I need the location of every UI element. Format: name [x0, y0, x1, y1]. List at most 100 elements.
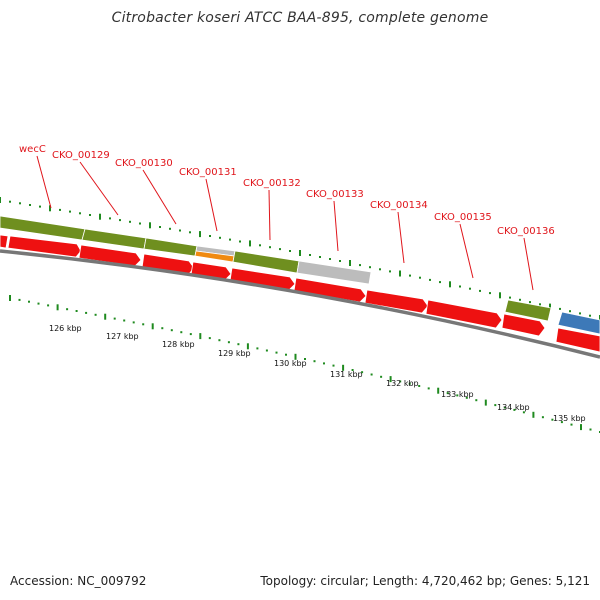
outer-tick — [489, 292, 491, 295]
page-title: Citrobacter koseri ATCC BAA-895, complet… — [111, 10, 489, 26]
outer-tick — [269, 246, 271, 249]
outer-tick — [439, 281, 441, 284]
feature-cds-reverse-7[interactable] — [293, 277, 367, 303]
feature-cds-reverse-8[interactable] — [364, 289, 429, 314]
outer-tick — [359, 264, 361, 267]
inner-tick — [85, 311, 88, 314]
feature-cds-forward-5[interactable] — [504, 299, 552, 322]
feature-cds-forward-2[interactable] — [81, 228, 147, 250]
outer-tick — [579, 312, 581, 315]
feature-cds-reverse-6[interactable] — [229, 267, 296, 291]
kbp-label: 127 kbp — [106, 332, 139, 341]
feature-cds-reverse-3[interactable] — [78, 244, 142, 267]
leader-line-CKO_00134 — [397, 211, 405, 264]
kbp-label: 134 kbp — [497, 403, 530, 412]
inner-tick — [123, 319, 126, 322]
outer-tick — [429, 278, 431, 281]
inner-tick — [294, 353, 297, 360]
feature-blue-1[interactable] — [557, 311, 600, 335]
inner-tick — [132, 321, 135, 324]
outer-tick — [29, 204, 31, 206]
outer-tick — [309, 254, 311, 256]
gene-label-CKO_00129[interactable]: CKO_00129 — [52, 150, 110, 161]
inner-tick — [189, 333, 192, 336]
leader-line-CKO_00135 — [459, 223, 474, 279]
inner-tick — [275, 351, 278, 354]
inner-tick — [351, 369, 354, 371]
feature-cds-reverse-9[interactable] — [425, 299, 503, 329]
gene-label-CKO_00134[interactable]: CKO_00134 — [370, 200, 428, 211]
outer-tick — [99, 213, 101, 220]
inner-tick — [94, 313, 97, 316]
inner-tick — [513, 408, 516, 411]
outer-tick — [119, 219, 121, 222]
leader-line-CKO_00129 — [79, 161, 119, 216]
inner-tick — [570, 423, 573, 426]
inner-tick — [418, 385, 421, 387]
outer-tick — [339, 260, 341, 262]
genome-backbone — [0, 249, 600, 359]
outer-tick — [199, 231, 201, 238]
inner-tick — [503, 406, 506, 409]
feature-cds-reverse-11[interactable] — [555, 327, 600, 353]
outer-tick — [459, 285, 461, 288]
gene-label-wecC[interactable]: wecC — [19, 144, 46, 155]
inner-tick — [265, 349, 268, 352]
gene-label-CKO_00133[interactable]: CKO_00133 — [306, 189, 364, 200]
outer-tick — [469, 287, 471, 290]
feature-gray-2[interactable] — [296, 260, 372, 285]
inner-tick — [541, 416, 544, 419]
gene-label-layer: wecC CKO_00129 CKO_00130 CKO_00131 CKO_00132… — [19, 144, 555, 237]
gene-label-CKO_00132[interactable]: CKO_00132 — [243, 178, 301, 189]
outer-tick — [219, 236, 221, 239]
outer-tick — [449, 281, 451, 288]
inner-tick — [380, 375, 383, 378]
feature-cds-reverse-10[interactable] — [501, 313, 546, 337]
outer-tick — [249, 240, 251, 247]
inner-tick — [580, 424, 582, 431]
outer-tick — [409, 274, 411, 277]
inner-tick — [370, 373, 373, 376]
gene-label-CKO_00130[interactable]: CKO_00130 — [115, 158, 173, 169]
inner-tick — [342, 364, 345, 371]
outer-tick — [49, 205, 51, 212]
feature-cds-reverse-2[interactable] — [7, 235, 82, 258]
kbp-label: 128 kbp — [162, 340, 195, 349]
outer-tick — [129, 220, 131, 223]
outer-tick — [299, 250, 301, 256]
inner-tick — [456, 394, 459, 397]
inner-tick — [170, 329, 173, 332]
kbp-label: 131 kbp — [330, 370, 363, 379]
feature-cds-forward-3[interactable] — [143, 237, 198, 257]
outer-tick — [239, 240, 241, 243]
inner-tick — [18, 298, 21, 301]
inner-tick — [522, 411, 525, 414]
kbp-label: 135 kbp — [553, 414, 586, 423]
feature-cds-reverse-1[interactable] — [0, 234, 9, 249]
outer-tick — [329, 258, 331, 260]
inner-tick — [208, 337, 211, 340]
outer-tick — [139, 222, 141, 225]
leader-line-CKO_00133 — [333, 200, 339, 252]
inner-tick — [37, 302, 40, 305]
gene-label-CKO_00136[interactable]: CKO_00136 — [497, 226, 555, 237]
inner-tick — [161, 327, 164, 330]
inner-tick — [589, 428, 592, 431]
gene-label-CKO_00131[interactable]: CKO_00131 — [179, 167, 237, 178]
outer-tick — [9, 200, 11, 203]
inner-tick — [180, 331, 183, 334]
outer-tick — [399, 270, 401, 277]
inner-tick — [323, 362, 325, 365]
inner-tick — [427, 387, 430, 390]
outer-tick — [109, 217, 111, 220]
inner-tick — [285, 353, 287, 356]
outer-tick — [169, 227, 171, 230]
outer-tick — [349, 260, 351, 266]
outer-tick — [319, 256, 321, 258]
outer-tick — [539, 303, 541, 306]
outer-tick — [89, 214, 91, 216]
outer-tick — [519, 298, 521, 301]
kbp-label: 126 kbp — [49, 324, 82, 333]
gene-label-CKO_00135[interactable]: CKO_00135 — [434, 212, 492, 223]
